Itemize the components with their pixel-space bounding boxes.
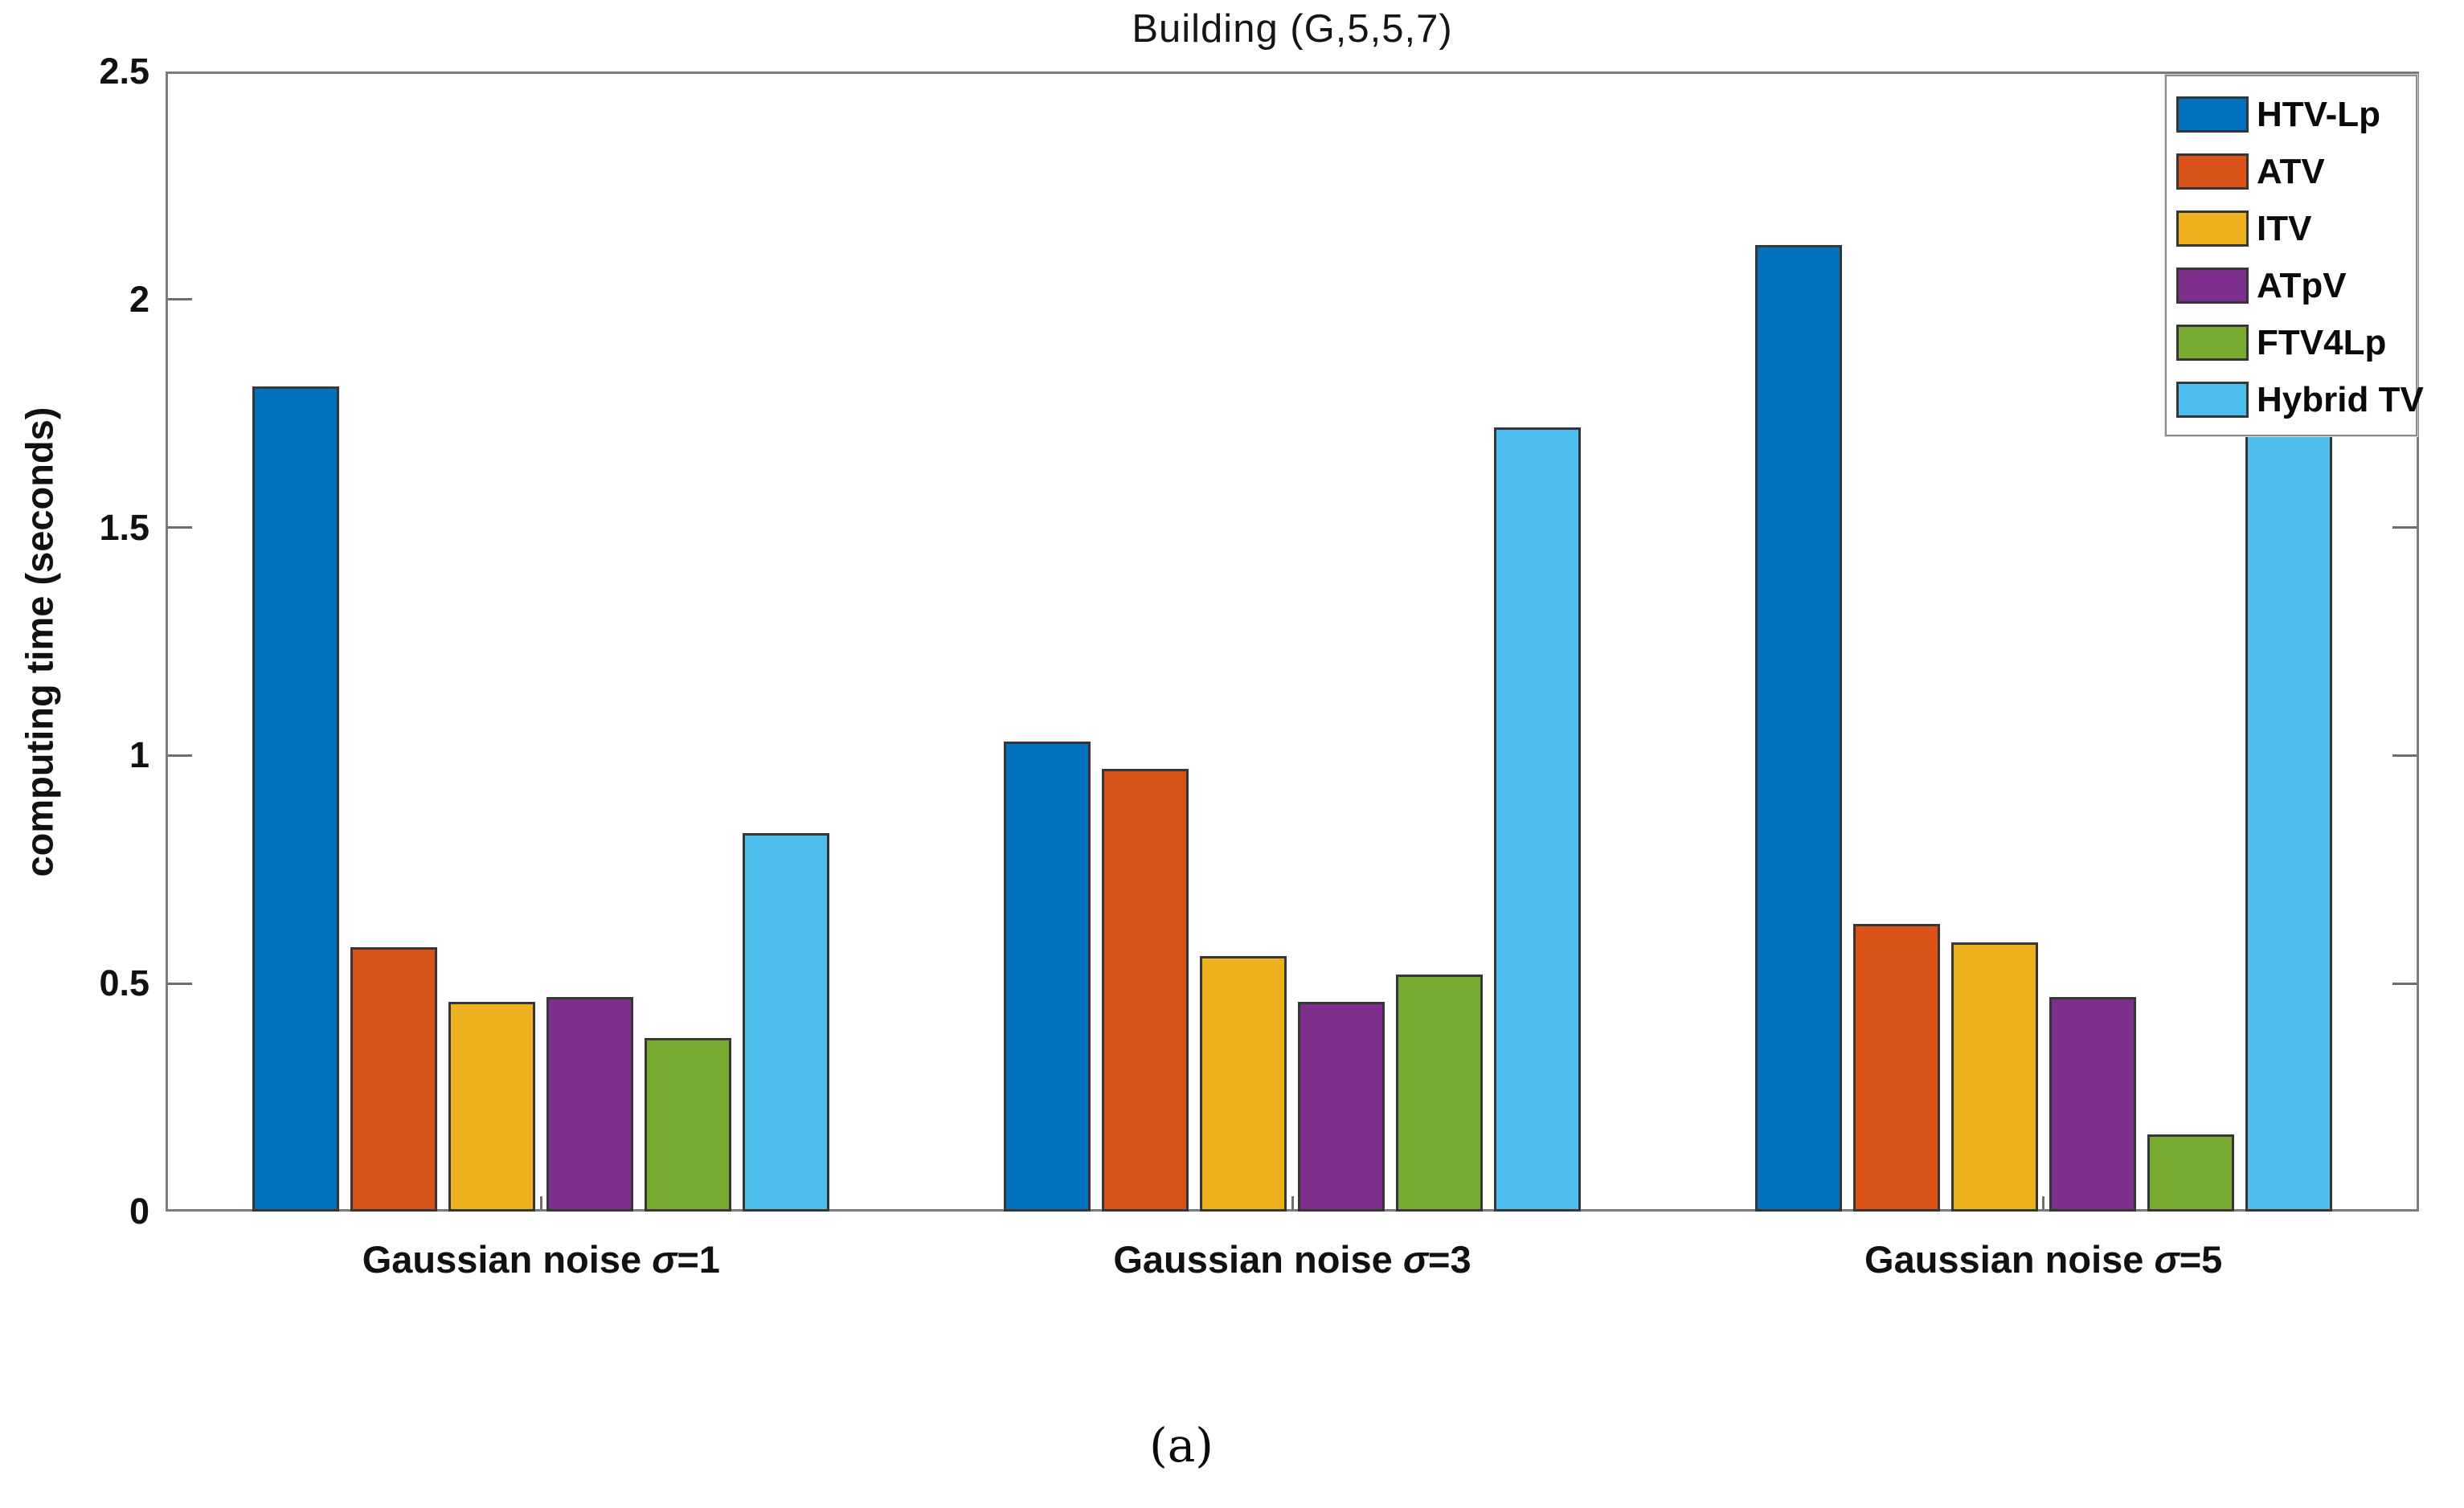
bar-ftv4lp — [645, 1038, 732, 1212]
legend-swatch — [2176, 210, 2249, 247]
legend-swatch — [2176, 325, 2249, 361]
bar-hybrid-tv — [2245, 431, 2332, 1212]
legend-label: Hybrid TV — [2257, 379, 2424, 419]
y-tick-label: 0 — [129, 1191, 149, 1232]
plot-area — [166, 72, 2419, 1212]
bar-atpv — [2049, 997, 2136, 1212]
bar-itv — [1200, 956, 1287, 1212]
x-tick-label: Gaussian noise σ=5 — [1864, 1238, 2223, 1281]
y-tick-label: 0.5 — [99, 962, 149, 1004]
axis-tick — [2392, 982, 2417, 985]
bar-htv-lp — [1754, 244, 1842, 1212]
bar-hybrid-tv — [743, 832, 830, 1212]
axis-tick — [539, 1196, 542, 1209]
figure-caption: (a) — [1149, 1418, 1214, 1473]
legend-label: ITV — [2257, 208, 2312, 248]
legend-label: FTV4Lp — [2257, 322, 2387, 362]
axis-tick — [1291, 1196, 1294, 1209]
legend-swatch — [2176, 96, 2249, 133]
axis-tick — [168, 754, 192, 757]
legend-item: ATV — [2176, 143, 2408, 200]
legend-item: ATpV — [2176, 257, 2408, 314]
axis-tick — [168, 298, 192, 301]
y-tick-label: 2.5 — [99, 51, 149, 92]
axis-tick — [168, 982, 192, 985]
axis-tick — [2392, 754, 2417, 757]
legend-item: Hybrid TV — [2176, 371, 2424, 428]
chart-title: Building (G,5,5,7) — [1132, 7, 1453, 51]
y-axis-label: computing time (seconds) — [18, 407, 60, 877]
y-tick-label: 1 — [129, 734, 149, 776]
legend-swatch — [2176, 382, 2249, 418]
bar-htv-lp — [252, 386, 340, 1212]
legend-label: ATpV — [2257, 265, 2347, 305]
legend-swatch — [2176, 153, 2249, 190]
y-tick-label: 2 — [129, 278, 149, 320]
bar-hybrid-tv — [1494, 427, 1581, 1212]
bar-itv — [448, 1001, 536, 1212]
bar-itv — [1950, 942, 2038, 1212]
bar-atv — [1102, 769, 1189, 1212]
bar-ftv4lp — [2147, 1134, 2234, 1212]
x-tick-label: Gaussian noise σ=3 — [1113, 1238, 1471, 1281]
bar-ftv4lp — [1396, 974, 1483, 1212]
legend: HTV-Lp ATV ITV ATpV FTV4Lp Hybrid TV — [2165, 75, 2424, 436]
legend-item: ITV — [2176, 200, 2408, 257]
bar-atpv — [1298, 1001, 1385, 1212]
legend-label: ATV — [2257, 151, 2325, 191]
legend-swatch — [2176, 268, 2249, 304]
bar-htv-lp — [1004, 742, 1091, 1212]
axis-tick — [2392, 526, 2417, 529]
bar-atpv — [546, 997, 634, 1212]
bar-atv — [1852, 924, 1940, 1212]
axis-tick — [2042, 1196, 2045, 1209]
x-tick-label: Gaussian noise σ=1 — [362, 1238, 720, 1281]
y-tick-label: 1.5 — [99, 506, 149, 548]
legend-item: FTV4Lp — [2176, 314, 2408, 371]
legend-label: HTV-Lp — [2257, 94, 2380, 134]
axis-tick — [168, 526, 192, 529]
bar-atv — [350, 946, 438, 1212]
legend-item: HTV-Lp — [2176, 86, 2408, 143]
